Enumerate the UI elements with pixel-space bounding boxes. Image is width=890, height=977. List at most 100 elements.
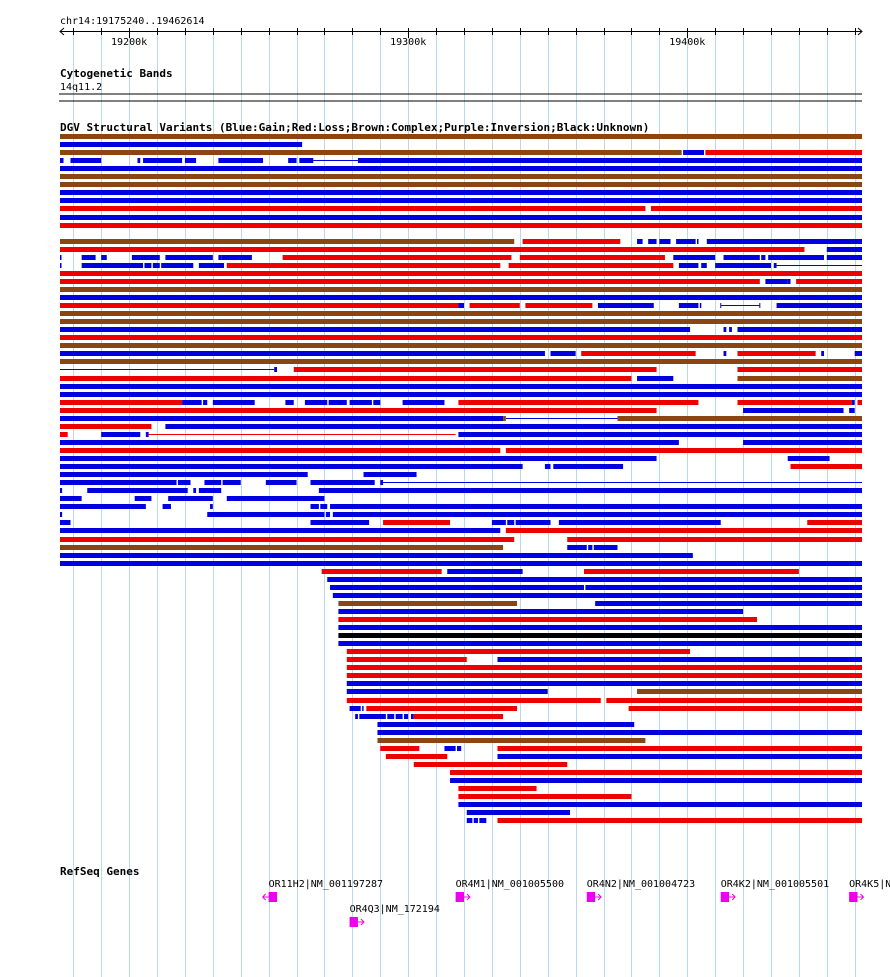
variant-gain[interactable]	[265, 480, 297, 485]
variant-gain[interactable]	[226, 496, 325, 501]
variant-gain[interactable]	[458, 432, 862, 437]
variant-gain[interactable]	[60, 327, 691, 332]
variant-gain[interactable]	[466, 818, 473, 823]
variant-gain[interactable]	[218, 158, 264, 163]
gene-feature[interactable]	[268, 892, 278, 902]
variant-unknown[interactable]	[338, 633, 862, 638]
variant-gain[interactable]	[81, 255, 96, 260]
gene-feature[interactable]	[349, 917, 358, 927]
variant-gain[interactable]	[447, 569, 523, 574]
variant-loss[interactable]	[458, 786, 537, 791]
variant-gain[interactable]	[849, 408, 855, 413]
variant-gain[interactable]	[87, 488, 188, 493]
variant-loss[interactable]	[346, 657, 467, 662]
variant-gain[interactable]	[743, 440, 862, 445]
variant-complex[interactable]	[60, 287, 862, 292]
variant-gain[interactable]	[678, 303, 699, 308]
variant-loss[interactable]	[346, 673, 863, 678]
variant-gain[interactable]	[723, 327, 727, 332]
variant-gain[interactable]	[743, 408, 844, 413]
variant-loss[interactable]	[737, 400, 852, 405]
variant-gain[interactable]	[346, 689, 548, 694]
variant-complex[interactable]	[617, 416, 862, 421]
variant-gain[interactable]	[299, 158, 314, 163]
variant-loss[interactable]	[60, 271, 862, 276]
variant-gain[interactable]	[544, 464, 551, 469]
variant-loss[interactable]	[60, 424, 152, 429]
variant-gain[interactable]	[673, 255, 716, 260]
variant-loss[interactable]	[60, 206, 646, 211]
variant-loss[interactable]	[293, 367, 657, 372]
variant-gain[interactable]	[161, 263, 194, 268]
variant-gain[interactable]	[218, 255, 222, 260]
variant-loss[interactable]	[346, 649, 691, 654]
variant-gain[interactable]	[765, 279, 788, 284]
variant-gain[interactable]	[101, 255, 107, 260]
gene-feature[interactable]	[849, 892, 858, 902]
variant-gain[interactable]	[221, 255, 252, 260]
variant-loss[interactable]	[505, 528, 862, 533]
variant-gain[interactable]	[60, 520, 71, 525]
variant-complex[interactable]	[60, 134, 862, 139]
variant-gain[interactable]	[162, 504, 171, 509]
variant-gain[interactable]	[60, 190, 862, 195]
variant-loss[interactable]	[413, 762, 568, 767]
variant-gain[interactable]	[60, 215, 862, 220]
variant-gain[interactable]	[145, 432, 149, 437]
variant-gain[interactable]	[826, 255, 862, 260]
variant-gain[interactable]	[346, 681, 863, 686]
variant-gain[interactable]	[60, 351, 545, 356]
variant-gain[interactable]	[380, 480, 384, 485]
variant-complex[interactable]	[377, 738, 646, 743]
variant-gain[interactable]	[359, 714, 386, 719]
variant-gain[interactable]	[715, 263, 771, 268]
variant-gain[interactable]	[678, 263, 699, 268]
gene-label[interactable]: OR4Q3|NM_172194	[350, 904, 440, 915]
variant-gain[interactable]	[648, 239, 657, 244]
variant-loss[interactable]	[60, 537, 515, 542]
variant-gain[interactable]	[567, 545, 587, 550]
variant-gain[interactable]	[60, 263, 62, 268]
variant-gain[interactable]	[325, 512, 331, 517]
variant-gain[interactable]	[131, 255, 160, 260]
variant-loss[interactable]	[60, 448, 501, 453]
variant-complex[interactable]	[338, 601, 518, 606]
variant-loss[interactable]	[522, 239, 621, 244]
variant-gain[interactable]	[222, 480, 241, 485]
variant-gain[interactable]	[198, 488, 222, 493]
variant-gain[interactable]	[193, 488, 197, 493]
variant-gain[interactable]	[787, 456, 830, 461]
variant-gain[interactable]	[787, 279, 791, 284]
variant-gain[interactable]	[729, 327, 732, 332]
variant-gain[interactable]	[288, 158, 297, 163]
variant-gain[interactable]	[310, 520, 370, 525]
variant-loss[interactable]	[628, 706, 862, 711]
variant-gain[interactable]	[81, 263, 144, 268]
variant-gain[interactable]	[177, 480, 191, 485]
variant-gain[interactable]	[776, 303, 862, 308]
variant-gain[interactable]	[826, 247, 862, 252]
variant-gain[interactable]	[182, 400, 202, 405]
variant-gain[interactable]	[355, 714, 358, 719]
variant-loss[interactable]	[60, 303, 459, 308]
variant-gain[interactable]	[318, 488, 862, 493]
variant-gain[interactable]	[515, 520, 551, 525]
variant-loss[interactable]	[497, 746, 862, 751]
variant-gain[interactable]	[60, 416, 504, 421]
variant-gain[interactable]	[676, 239, 696, 244]
variant-gain[interactable]	[773, 263, 777, 268]
variant-gain[interactable]	[310, 504, 319, 509]
variant-loss[interactable]	[450, 770, 862, 775]
variant-gain[interactable]	[761, 255, 766, 260]
variant-gain[interactable]	[60, 472, 308, 477]
variant-loss[interactable]	[338, 617, 758, 622]
variant-gain[interactable]	[697, 239, 699, 244]
variant-gain[interactable]	[320, 504, 328, 509]
variant-gain[interactable]	[60, 553, 693, 558]
variant-loss[interactable]	[519, 255, 665, 260]
variant-gain[interactable]	[507, 520, 515, 525]
variant-loss[interactable]	[60, 432, 68, 437]
variant-complex[interactable]	[60, 239, 515, 244]
variant-gain[interactable]	[60, 255, 62, 260]
variant-gain[interactable]	[402, 400, 445, 405]
